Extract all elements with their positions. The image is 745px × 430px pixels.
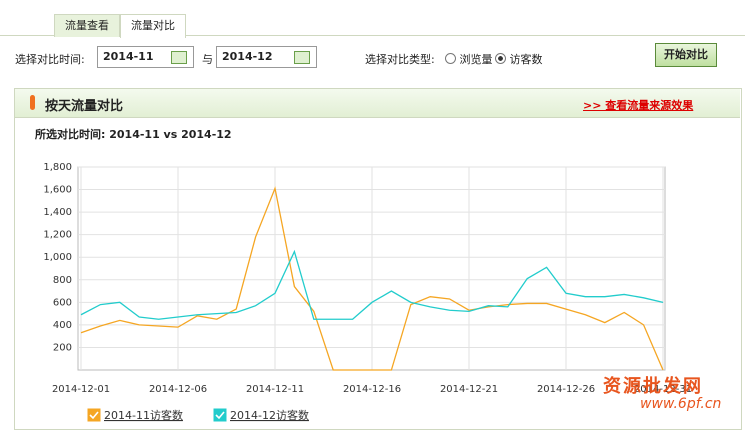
- x-tick-label: 2014-12-26: [537, 384, 595, 395]
- label: 选择对比时间:: [15, 53, 85, 66]
- selected-range: 所选对比时间: 2014-11 vs 2014-12: [35, 128, 232, 141]
- series-line: [80, 186, 664, 371]
- x-tick-label: 2014-12-01: [52, 384, 110, 395]
- series-line: [80, 249, 664, 320]
- y-tick-label: 1,800: [43, 162, 72, 173]
- y-tick-label: 600: [53, 297, 72, 308]
- y-tick-label: 1,200: [43, 230, 72, 241]
- date-input[interactable]: 2014-11: [97, 46, 194, 68]
- x-tick-label: 2014-12-11: [246, 384, 304, 395]
- watermark: www.6pf.cn: [640, 396, 722, 412]
- legend-label: 2014-11访客数: [104, 408, 183, 422]
- legend-checkbox: [87, 408, 101, 422]
- link[interactable]: >> 查看流量来源效果: [583, 99, 694, 112]
- legend-check: [215, 411, 225, 420]
- panel-title: 按天流量对比: [45, 99, 124, 114]
- radio[interactable]: 访客数: [495, 51, 543, 67]
- value: 2014-11: [103, 50, 154, 63]
- x-tick-label: 2014-12-21: [440, 384, 498, 395]
- y-tick-label: 800: [53, 275, 72, 286]
- x-tick-label: 2014-12-06: [149, 384, 207, 395]
- y-tick-label: 1,400: [43, 207, 72, 218]
- y-tick-label: 1,000: [43, 252, 72, 263]
- button[interactable]: 开始对比: [655, 43, 717, 67]
- label: 与: [202, 53, 213, 66]
- y-tick-label: 1,600: [43, 185, 72, 196]
- legend-label: 2014-12访客数: [230, 408, 309, 422]
- tab-line: [0, 35, 745, 36]
- tab-active[interactable]: 流量对比: [120, 14, 186, 38]
- value: 2014-12: [222, 50, 273, 63]
- date-input[interactable]: 2014-12: [216, 46, 317, 68]
- watermark: 资源批发网: [603, 376, 703, 397]
- panel-header: [15, 89, 740, 118]
- y-tick-label: 400: [53, 320, 72, 331]
- legend-check: [89, 411, 99, 420]
- radio-label: 浏览量: [459, 53, 493, 66]
- label: 选择对比类型:: [365, 53, 435, 66]
- y-tick-label: 200: [53, 342, 72, 353]
- header-icon: [30, 95, 35, 110]
- x-tick-label: 2014-12-31: [634, 384, 692, 395]
- tab[interactable]: 流量查看: [54, 14, 120, 37]
- x-tick-label: 2014-12-16: [343, 384, 401, 395]
- legend-checkbox: [213, 408, 227, 422]
- radio-label: 访客数: [509, 53, 543, 66]
- radio[interactable]: 浏览量: [445, 51, 493, 67]
